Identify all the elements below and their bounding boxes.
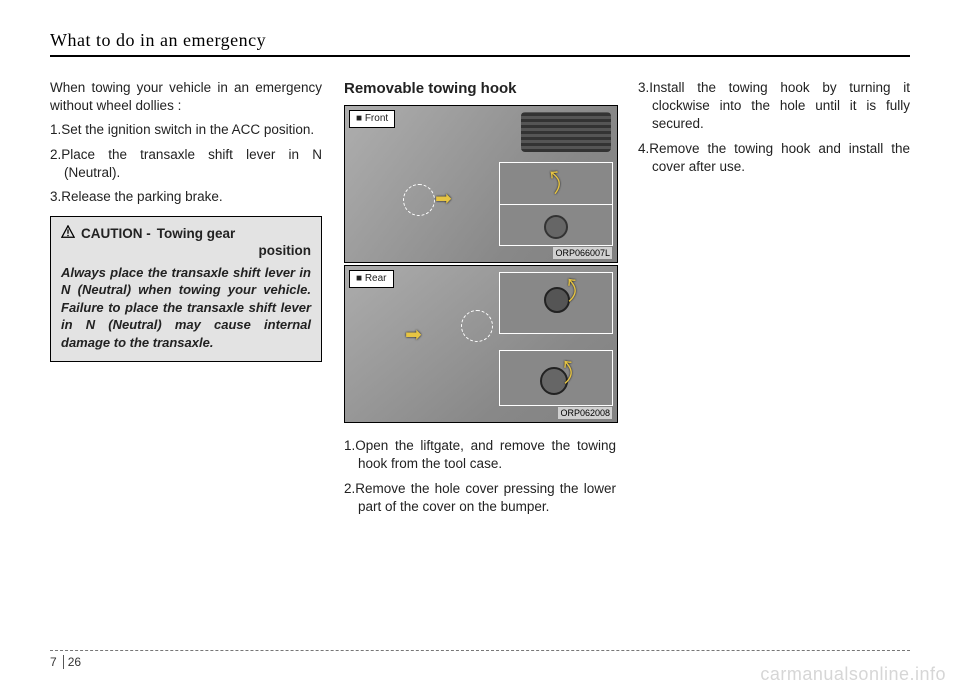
inset-top: ⤴ xyxy=(499,162,613,210)
hook-step-4: 4.Remove the towing hook and install the… xyxy=(638,140,910,176)
section-title: What to do in an emergency xyxy=(50,30,266,50)
figure-front-code: ORP066007L xyxy=(553,247,612,259)
step-2: 2.Place the transaxle shift lever in N (… xyxy=(50,146,322,182)
figure-rear: ➡ ⤴ ⤴ ■ Rear ORP062008 xyxy=(344,265,618,423)
hook-location-marker xyxy=(403,184,435,216)
column-right: 3.Install the towing hook by turning it … xyxy=(638,79,910,522)
inset-rear-bottom: ⤴ xyxy=(499,350,613,406)
removable-hook-heading: Removable towing hook xyxy=(344,79,616,99)
arrow-icon: ➡ xyxy=(435,186,452,213)
hook-step-2: 2.Remove the hole cover pressing the low… xyxy=(344,480,616,516)
column-left: When towing your vehicle in an emergency… xyxy=(50,79,322,522)
figure-rear-code: ORP062008 xyxy=(558,407,612,419)
step-3: 3.Release the parking brake. xyxy=(50,188,322,206)
figure-rear-label: ■ Rear xyxy=(349,270,394,288)
caution-subhead-1: Towing gear xyxy=(157,225,236,243)
watermark: carmanualsonline.info xyxy=(760,664,946,685)
inset-bottom xyxy=(499,204,613,246)
inset-rear-top: ⤴ xyxy=(499,272,613,334)
page-header: What to do in an emergency xyxy=(50,30,910,57)
content-columns: When towing your vehicle in an emergency… xyxy=(50,79,910,522)
page-number: 26 xyxy=(68,655,81,669)
hook-step-3: 3.Install the towing hook by turning it … xyxy=(638,79,910,134)
towing-intro: When towing your vehicle in an emergency… xyxy=(50,79,322,115)
rotate-arrow-icon: ⤴ xyxy=(539,166,573,199)
caution-label: CAUTION - xyxy=(81,225,151,243)
warning-triangle-icon xyxy=(61,225,75,239)
caution-subhead-2: position xyxy=(61,242,311,260)
caution-box: CAUTION - Towing gear position Always pl… xyxy=(50,216,322,362)
hook-step-1: 1.Open the liftgate, and remove the towi… xyxy=(344,437,616,473)
step-1: 1.Set the ignition switch in the ACC pos… xyxy=(50,121,322,139)
hook-location-marker-rear xyxy=(461,310,493,342)
caution-body: Always place the transaxle shift lever i… xyxy=(61,264,311,352)
grille-icon xyxy=(521,112,611,152)
arrow-icon: ➡ xyxy=(405,322,422,349)
column-center: Removable towing hook ➡ ⤴ ■ Front ORP066… xyxy=(344,79,616,522)
figure-front: ➡ ⤴ ■ Front ORP066007L xyxy=(344,105,618,263)
figure-front-label: ■ Front xyxy=(349,110,395,128)
chapter-number: 7 xyxy=(50,655,64,669)
